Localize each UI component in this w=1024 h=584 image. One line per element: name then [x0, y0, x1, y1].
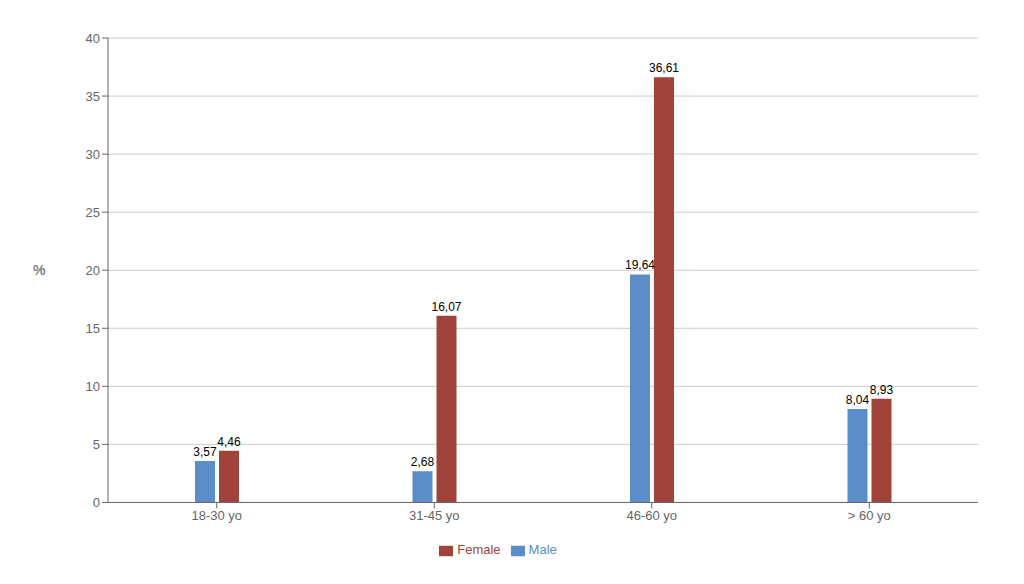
svg-text:2,68: 2,68	[411, 455, 435, 469]
svg-text:35: 35	[86, 89, 100, 104]
svg-text:40: 40	[86, 31, 100, 46]
svg-text:8,93: 8,93	[870, 383, 894, 397]
svg-text:20: 20	[86, 263, 100, 278]
svg-text:46-60 yo: 46-60 yo	[626, 508, 677, 523]
svg-text:5: 5	[93, 437, 100, 452]
svg-text:19,64: 19,64	[625, 258, 655, 272]
svg-text:36,61: 36,61	[649, 61, 679, 75]
svg-text:3,57: 3,57	[193, 445, 217, 459]
svg-text:4,46: 4,46	[217, 435, 241, 449]
svg-text:25: 25	[86, 205, 100, 220]
svg-text:0: 0	[93, 495, 100, 510]
svg-text:30: 30	[86, 147, 100, 162]
svg-text:31-45 yo: 31-45 yo	[409, 508, 460, 523]
svg-text:16,07: 16,07	[431, 300, 461, 314]
html-text:Male: Male	[528, 542, 557, 558]
svg-text:%: %	[33, 262, 46, 278]
svg-text:15: 15	[86, 321, 100, 336]
svg-text:10: 10	[86, 379, 100, 394]
html-text:Female: Female	[457, 542, 501, 558]
svg-text:18-30 yo: 18-30 yo	[191, 508, 242, 523]
svg-text:8,04: 8,04	[846, 393, 870, 407]
svg-text:> 60 yo: > 60 yo	[848, 508, 891, 523]
